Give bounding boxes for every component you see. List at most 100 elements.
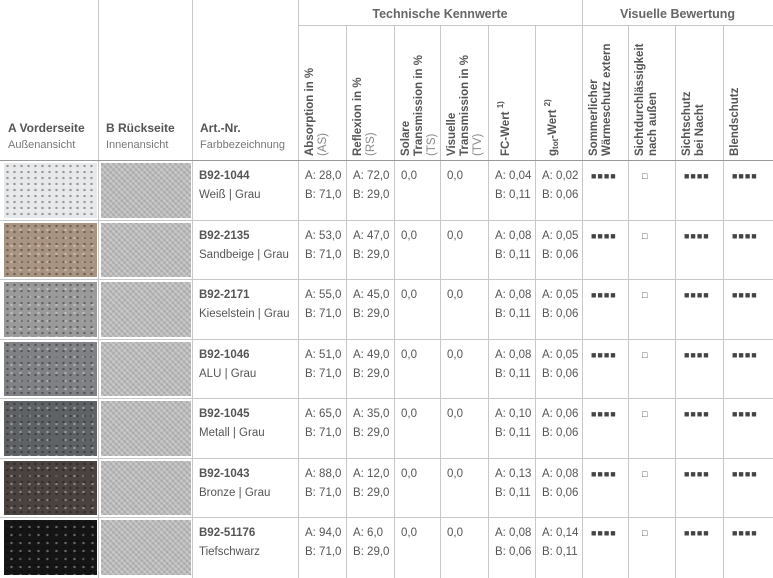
rating-cell: □ — [628, 161, 675, 220]
visual-value: 0,0 — [447, 408, 463, 420]
rating-cell: ■■■■ — [723, 340, 773, 399]
rotated-text: Solare Transmission in % (TS) — [400, 26, 439, 156]
rating-cell: ■■■■ — [723, 280, 773, 339]
absorption-value: B: 71,0 — [305, 308, 342, 320]
rotated-heading: Sommerlicher Wärmeschutz extern — [582, 27, 628, 160]
header-divider — [0, 160, 773, 161]
rotated-text: Sichtdurchlässigkeit nach außen — [634, 26, 660, 156]
visual-value: 0,0 — [447, 229, 463, 242]
rating-cell: ■■■■ — [723, 459, 773, 518]
rotated-text: Absorption in % (AS) — [304, 26, 330, 156]
absorption-value: A: 51,0 — [305, 348, 342, 361]
heading-line: bei Nacht — [694, 26, 707, 156]
reflexion-cell: A: 47,0 B: 29,0 — [346, 221, 394, 280]
back-swatch — [101, 163, 191, 218]
g-value: B: 0,06 — [542, 248, 579, 261]
row-divider — [0, 338, 773, 340]
heading-text: Visuelle — [446, 112, 458, 156]
reflexion-value: A: 49,0 — [353, 348, 390, 361]
heading-text: Reflexion in % — [352, 77, 364, 156]
heading-text: FC-Wert — [499, 108, 512, 156]
reflexion-value: A: 12,0 — [353, 467, 390, 480]
heading-text: 2) — [543, 99, 552, 107]
solar-cell: 0,0 — [394, 221, 440, 280]
rating-cell: □ — [628, 518, 675, 577]
visual-value: 0,0 — [447, 289, 463, 301]
column-divider — [675, 25, 676, 578]
absorption-value: B: 71,0 — [305, 427, 342, 439]
rating-cell: ■■■■ — [582, 161, 628, 220]
heading-text: -Wert — [546, 106, 559, 139]
solar-value: 0,0 — [401, 527, 417, 539]
reflexion-value: B: 29,0 — [353, 546, 390, 558]
rating: ■■■■ — [684, 468, 710, 479]
solar-value: 0,0 — [401, 348, 417, 361]
fc-cell: A: 0,08 B: 0,11 — [488, 280, 535, 339]
heading-text: 1) — [496, 101, 505, 109]
column-divider — [440, 25, 441, 578]
absorption-value: B: 71,0 — [305, 486, 342, 499]
heading-text: Transmission in % — [413, 55, 425, 156]
visual-cell: 0,0 — [440, 459, 488, 518]
rating: ■■■■ — [591, 230, 617, 241]
heading-line: (TS) — [426, 26, 439, 156]
absorption-value: A: 28,0 — [305, 170, 342, 182]
heading-line: Wärmeschutz extern — [601, 26, 614, 156]
reflexion-value: B: 29,0 — [353, 367, 390, 380]
g-value: A: 0,05 — [542, 229, 579, 242]
visual-value: 0,0 — [447, 527, 463, 539]
heading-line: gtot-Wert 2) — [541, 26, 562, 156]
solar-value: 0,0 — [401, 170, 417, 182]
fc-value: B: 0,11 — [495, 248, 531, 261]
rating: ■■■■ — [591, 349, 617, 360]
rotated-heading: Sichtdurchlässigkeit nach außen — [628, 27, 675, 160]
reflexion-value: A: 35,0 — [353, 408, 390, 420]
rating-cell: ■■■■ — [675, 161, 723, 220]
fc-value: A: 0,08 — [495, 527, 532, 539]
rating: ■■■■ — [732, 409, 758, 419]
column-divider — [723, 25, 724, 578]
rating-cell: ■■■■ — [723, 221, 773, 280]
rotated-heading: Absorption in % (AS) — [298, 27, 346, 160]
solar-cell: 0,0 — [394, 459, 440, 518]
rating: ■■■■ — [684, 171, 710, 181]
front-swatch — [4, 341, 97, 396]
visual-value: 0,0 — [447, 348, 463, 361]
column-heading: A Vorderseite Außenansicht — [8, 121, 96, 151]
g-value: A: 0,06 — [542, 408, 579, 420]
rating-cell: □ — [628, 221, 675, 280]
solar-cell: 0,0 — [394, 399, 440, 458]
article-cell: B92-2135 Sandbeige | Grau — [192, 221, 298, 280]
front-swatch — [4, 222, 97, 277]
g-cell: A: 0,08 B: 0,06 — [535, 459, 582, 518]
article-number: B92-1046 — [199, 348, 250, 361]
g-cell: A: 0,06 B: 0,06 — [535, 399, 582, 458]
heading-text: bei Nacht — [694, 104, 706, 156]
reflexion-value: A: 45,0 — [353, 289, 390, 301]
group-heading: Visuelle Bewertung — [619, 7, 736, 21]
rating: ■■■■ — [591, 171, 617, 181]
absorption-value: B: 71,0 — [305, 546, 342, 558]
g-value: A: 0,05 — [542, 348, 579, 361]
heading-text: Sichtdurchlässigkeit — [634, 43, 646, 156]
heading-line: Sichtdurchlässigkeit — [634, 26, 647, 156]
color-name: ALU | Grau — [199, 367, 257, 380]
color-name: Weiß | Grau — [199, 189, 261, 201]
fc-cell: A: 0,08 B: 0,11 — [488, 221, 535, 280]
heading-line: FC-Wert 1) — [494, 26, 513, 156]
rotated-heading: FC-Wert 1) — [488, 27, 535, 160]
fc-value: A: 0,08 — [495, 229, 532, 242]
heading-line: Blendschutz — [729, 26, 742, 156]
heading-text: Transmission in % — [459, 55, 471, 156]
solar-cell: 0,0 — [394, 161, 440, 220]
heading-text: tot — [551, 138, 561, 149]
rating-cell: ■■■■ — [675, 399, 723, 458]
back-swatch — [101, 520, 191, 575]
back-swatch — [101, 282, 191, 337]
rating-cell: ■■■■ — [582, 221, 628, 280]
color-name: Bronze | Grau — [199, 486, 271, 499]
visual-cell: 0,0 — [440, 340, 488, 399]
g-value: B: 0,06 — [542, 189, 579, 201]
heading-line: nach außen — [647, 26, 660, 156]
article-cell: B92-1045 Metall | Grau — [192, 399, 298, 458]
